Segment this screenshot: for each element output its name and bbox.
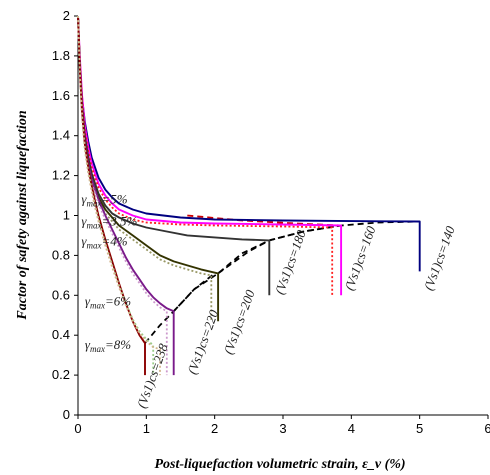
gamma-curve-1 [173, 239, 270, 312]
gamma-annotation-0: γmax=5% [81, 192, 127, 209]
gamma-symbol: γ [85, 293, 91, 308]
vs-label-3: (Vs1)cs=180 [272, 228, 309, 297]
x-tick-label-0: 0 [74, 421, 81, 436]
series-line-3 [77, 15, 271, 296]
y-tick-label-9: 1.8 [52, 48, 70, 63]
vs-label-5: (Vs1)cs=140 [421, 224, 458, 293]
gamma-symbol: γ [81, 192, 87, 207]
y-tick-label-4: 0.8 [52, 247, 70, 262]
gamma-symbol: γ [85, 337, 91, 352]
vs-label-1: (Vs1)cs=220 [184, 307, 221, 376]
y-tick-label-3: 0.6 [52, 287, 70, 302]
gamma-curve-2 [217, 224, 342, 275]
series-line-5 [77, 15, 213, 322]
gamma-value: =4% [102, 233, 128, 248]
y-tick-label-0: 0 [63, 407, 70, 422]
vs-label-4: (Vs1)cs=160 [341, 224, 378, 293]
gamma-subscript: max [87, 220, 102, 230]
gamma-symbol: γ [81, 213, 87, 228]
series-line-9 [77, 15, 155, 376]
vs-label-2: (Vs1)cs=200 [221, 287, 258, 356]
series-line-2 [77, 15, 334, 296]
x-axis-label: Post-liquefaction volumetric strain, ε_v… [154, 457, 405, 472]
x-tick-label-4: 4 [348, 421, 355, 436]
gamma-annotation-2: γmax=4% [81, 233, 127, 250]
y-tick-label-8: 1.6 [52, 88, 70, 103]
y-tick-label-7: 1.4 [52, 128, 70, 143]
series-line-4 [77, 15, 220, 322]
plot-area: 0 0.2 0.4 0.6 0.8 1 1.2 1.4 1.6 1.8 2 0 1 2 3 4 5 6 [52, 8, 490, 436]
gamma-subscript: max [90, 300, 105, 310]
gamma-annotation-1: γmax=3.5% [81, 213, 137, 230]
gamma-value: =8% [105, 337, 131, 352]
x-tick-label-2: 2 [211, 421, 218, 436]
gamma-value: =5% [102, 192, 128, 207]
gamma-subscript: max [87, 199, 102, 209]
x-tick-label-6: 6 [484, 421, 490, 436]
y-tick-label-1: 0.2 [52, 367, 70, 382]
y-tick-label-6: 1.2 [52, 168, 70, 183]
gamma-value: =6% [105, 293, 131, 308]
y-tick-label-2: 0.4 [52, 327, 70, 342]
x-tick-label-3: 3 [279, 421, 286, 436]
series-line-1 [77, 15, 343, 296]
x-tick-label-1: 1 [143, 421, 150, 436]
gamma-value: =3.5% [102, 213, 138, 228]
gamma-annotation-3: γmax=6% [85, 293, 131, 310]
gamma-subscript: max [87, 240, 102, 250]
y-axis-label: Factor of safety against liquefaction [15, 110, 30, 320]
gamma-symbol: γ [81, 233, 87, 248]
chart-marks [77, 15, 421, 376]
series-line-7 [77, 15, 168, 376]
y-tick-label-10: 2 [63, 8, 70, 23]
vs-label-0: (Vs1)cs=238 [134, 341, 171, 410]
x-tick-label-5: 5 [416, 421, 423, 436]
y-tick-label-5: 1 [63, 208, 70, 223]
gamma-annotation-4: γmax=8% [85, 337, 131, 354]
gamma-subscript: max [90, 344, 105, 354]
